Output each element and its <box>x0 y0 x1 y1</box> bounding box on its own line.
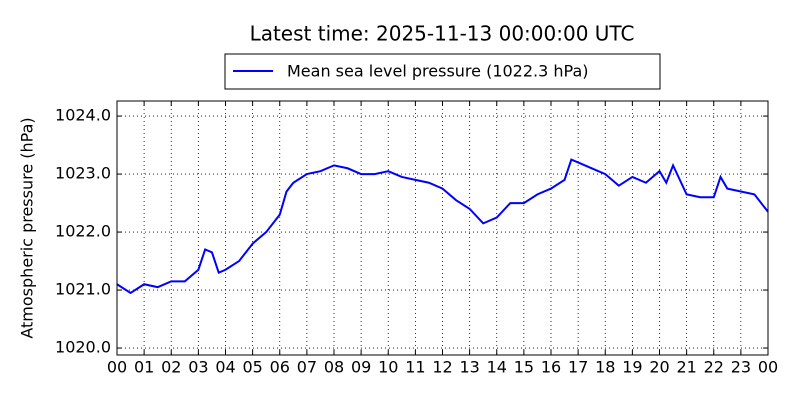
x-tick-label: 22 <box>704 358 724 377</box>
x-tick-label: 21 <box>676 358 696 377</box>
x-tick-label: 15 <box>514 358 534 377</box>
legend-label: Mean sea level pressure (1022.3 hPa) <box>287 62 589 81</box>
x-tick-label: 06 <box>270 358 290 377</box>
x-tick-label: 16 <box>541 358 561 377</box>
legend-box <box>224 53 661 90</box>
x-tick-label: 02 <box>161 358 181 377</box>
plot-frame <box>116 100 769 356</box>
x-tick-label: 18 <box>595 358 615 377</box>
x-tick-label: 12 <box>432 358 452 377</box>
x-tick-label: 08 <box>324 358 344 377</box>
x-tick-label: 04 <box>215 358 235 377</box>
y-tick-label: 1021.0 <box>55 280 111 299</box>
x-tick-label: 00 <box>107 358 127 377</box>
y-tick-label: 1023.0 <box>55 164 111 183</box>
x-tick-label: 00 <box>758 358 778 377</box>
x-tick-label: 23 <box>731 358 751 377</box>
x-tick-label: 10 <box>378 358 398 377</box>
x-tick-label: 13 <box>459 358 479 377</box>
x-tick-label: 03 <box>188 358 208 377</box>
y-tick-label: 1022.0 <box>55 222 111 241</box>
x-tick-label: 14 <box>487 358 507 377</box>
x-tick-label: 09 <box>351 358 371 377</box>
y-tick-label: 1020.0 <box>55 338 111 357</box>
x-tick-label: 11 <box>405 358 425 377</box>
x-tick-label: 19 <box>622 358 642 377</box>
line-series <box>116 158 769 295</box>
x-tick-label: 05 <box>242 358 262 377</box>
chart-title: Latest time: 2025-11-13 00:00:00 UTC <box>250 22 635 46</box>
y-axis-label: Atmospheric pressure (hPa) <box>18 117 37 338</box>
x-tick-label: 20 <box>649 358 669 377</box>
x-tick-label: 07 <box>297 358 317 377</box>
y-tick-label: 1024.0 <box>55 106 111 125</box>
x-tick-label: 17 <box>568 358 588 377</box>
x-tick-label: 01 <box>134 358 154 377</box>
